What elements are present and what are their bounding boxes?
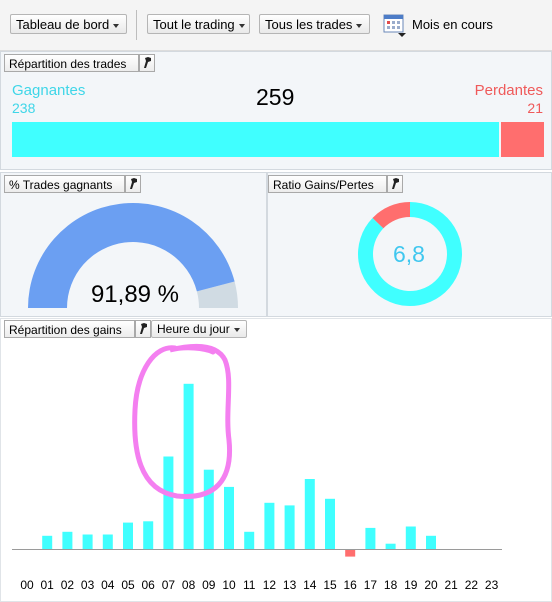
donut-loss-segment: [372, 202, 410, 229]
gauge-fill-arc: [28, 202, 235, 308]
hour-label-12: 12: [262, 578, 277, 592]
toolbar-separator: [136, 10, 137, 40]
grouping-dropdown[interactable]: Heure du jour: [151, 320, 247, 338]
trading-dropdown-label: Tout le trading: [153, 17, 235, 32]
hour-bar-19: [405, 526, 416, 549]
hour-bar-05: [123, 522, 133, 549]
gains-distribution-panel: [0, 318, 552, 602]
period-label[interactable]: Mois en cours: [412, 17, 493, 32]
trade-distribution-title: Répartition des trades: [4, 54, 139, 72]
gain-loss-ratio-value: 6,8: [393, 241, 425, 267]
settings-wrench-button[interactable]: [135, 320, 151, 338]
gauge-remainder-arc: [196, 281, 238, 308]
annotation-stroke: [132, 343, 233, 499]
hour-bar-08: [183, 383, 194, 549]
hour-label-20: 20: [424, 578, 438, 592]
trades-dropdown[interactable]: Tous les trades: [259, 14, 370, 34]
hour-bar-15: [325, 498, 335, 549]
hour-label-08: 08: [181, 578, 196, 592]
dashboard-dropdown[interactable]: Tableau de bord: [10, 14, 127, 34]
grouping-dropdown-label: Heure du jour: [157, 322, 230, 336]
hour-label-15: 15: [323, 578, 337, 592]
hour-label-17: 17: [363, 578, 378, 592]
hour-label-04: 04: [101, 578, 115, 592]
winning-trades-bar: [12, 122, 499, 157]
hour-bar-01: [42, 535, 53, 549]
chevron-down-icon: [238, 23, 245, 28]
hour-label-02: 02: [60, 578, 75, 592]
hour-bar-09: [203, 469, 214, 549]
settings-wrench-button[interactable]: [125, 175, 141, 193]
hour-label-01: 01: [40, 578, 54, 592]
trades-dropdown-label: Tous les trades: [265, 17, 353, 32]
hour-label-23: 23: [484, 578, 499, 592]
hour-label-07: 07: [161, 578, 176, 592]
hour-label-06: 06: [141, 578, 155, 592]
calendar-icon[interactable]: [383, 12, 407, 38]
hour-label-03: 03: [80, 578, 95, 592]
hour-label-13: 13: [282, 578, 297, 592]
losing-trades-bar: [501, 122, 544, 157]
hour-bar-20: [426, 535, 436, 549]
chevron-down-icon: [233, 327, 240, 332]
losses-count: 21: [527, 100, 543, 116]
hour-label-16: 16: [343, 578, 357, 592]
win-rate-title: % Trades gagnants: [4, 175, 125, 193]
hour-bar-03: [82, 534, 93, 549]
wrench-icon: [130, 178, 137, 189]
gain-loss-ratio-donut: [358, 202, 462, 306]
win-rate-gauge: [28, 202, 238, 308]
hour-bar-06: [143, 521, 154, 550]
hour-label-05: 05: [121, 578, 135, 592]
dashboard-dropdown-label: Tableau de bord: [16, 17, 110, 32]
total-trades: 259: [256, 84, 295, 110]
hour-bar-17: [365, 527, 376, 549]
hour-bar-02: [62, 531, 73, 549]
trading-dropdown[interactable]: Tout le trading: [147, 14, 250, 34]
gain-loss-ratio-title: Ratio Gains/Pertes: [268, 175, 387, 193]
hour-bar-04: [102, 534, 113, 549]
hour-bar-11: [244, 531, 255, 549]
settings-wrench-button[interactable]: [387, 175, 403, 193]
hour-label-00: 00: [20, 578, 34, 592]
settings-wrench-button[interactable]: [139, 54, 155, 72]
hour-bar-14: [304, 479, 315, 549]
hour-label-22: 22: [464, 578, 479, 592]
highlight-circle-annotation: [132, 343, 233, 499]
wins-count: 238: [12, 100, 36, 116]
gains-distribution-title: Répartition des gains: [4, 320, 135, 338]
wrench-icon: [140, 323, 147, 334]
gains-by-hour-chart: [12, 383, 502, 557]
hour-label-11: 11: [242, 578, 256, 592]
hour-bar-16: [345, 550, 356, 557]
wrench-icon: [392, 178, 399, 189]
hour-label-21: 21: [444, 578, 458, 592]
losses-label: Perdantes: [474, 82, 543, 99]
chevron-down-icon: [356, 23, 363, 28]
hour-bar-13: [284, 505, 295, 549]
hour-label-19: 19: [404, 578, 418, 592]
hour-bar-18: [385, 543, 396, 549]
toolbar: Tableau de bord Tout le trading Tous les…: [0, 0, 552, 51]
wins-label: Gagnantes: [12, 82, 86, 99]
hour-bar-07: [163, 456, 174, 549]
hour-label-18: 18: [383, 578, 398, 592]
win-rate-value: 91,89 %: [90, 281, 180, 308]
wrench-icon: [144, 57, 151, 68]
chevron-down-icon: [113, 23, 120, 28]
hour-bar-10: [224, 486, 234, 549]
hour-label-09: 09: [202, 578, 216, 592]
hour-label-10: 10: [222, 578, 236, 592]
hour-label-14: 14: [303, 578, 317, 592]
hour-bar-12: [264, 502, 275, 550]
